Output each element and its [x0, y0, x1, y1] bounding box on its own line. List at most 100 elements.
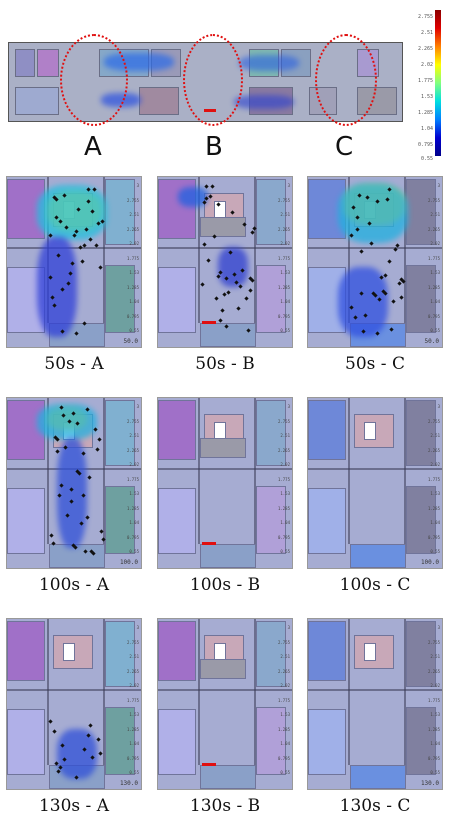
floor-room [256, 707, 286, 775]
panel-caption: 100s - B [189, 575, 261, 595]
panel-scale-tick: 3 [287, 625, 290, 630]
panel-scale-tick: 1.285 [427, 284, 440, 290]
floor-room [105, 621, 135, 687]
panel-scale-tick: 1.285 [126, 726, 139, 732]
wall [47, 619, 49, 765]
section-label-a: A [84, 132, 102, 162]
floor-room [406, 621, 436, 687]
floor-room [256, 265, 286, 333]
panel-scale-tick: 2.02 [430, 683, 440, 688]
floor-room [406, 265, 436, 333]
panel-scale-tick: 1.04 [129, 520, 139, 525]
colorbar-tick: 0.795 [417, 142, 433, 148]
evacuee-agent [98, 265, 103, 270]
panel-scale-tick: 3 [136, 404, 139, 409]
evacuee-agent [97, 437, 102, 442]
density-heat [338, 183, 408, 243]
evacuee-agent [81, 451, 86, 456]
panel-scale-tick: 2.02 [129, 241, 139, 246]
density-heat [218, 247, 248, 287]
evacuee-agent [80, 259, 85, 264]
snapshot-panel: 3 2.755 2.51 2.265 2.02 1.775 1.53 1.285 1.04 0.7… [307, 397, 443, 569]
panel-scale-tick: 1.285 [427, 726, 440, 732]
colorbar-tick: 2.265 [417, 46, 433, 52]
panel-scale-tick: 2.265 [427, 668, 440, 674]
wall [404, 398, 406, 544]
panel-scale-tick: 0.55 [430, 549, 440, 554]
panel-scale-tick: 1.04 [129, 741, 139, 746]
wall [7, 689, 141, 691]
floor-room [406, 486, 436, 554]
floor-room [200, 544, 256, 568]
panel-scale-tick: 3 [437, 404, 440, 409]
wall [158, 468, 292, 470]
panel-scale-tick: 2.755 [277, 197, 290, 203]
floor-room [158, 709, 196, 775]
floor-room [256, 179, 286, 245]
snapshot-panel: 3 2.755 2.51 2.265 2.02 1.775 1.53 1.285 1.04 0.7… [307, 618, 443, 790]
density-heat [57, 729, 97, 779]
stair-core [354, 414, 394, 448]
floor-room [158, 400, 196, 460]
panel-scale-tick: 2.755 [277, 418, 290, 424]
panel-scale-tick: 0.795 [126, 534, 139, 540]
panel-scale-tick: 2.51 [430, 654, 440, 659]
wall [198, 619, 200, 765]
panel-scale-tick: 0.55 [280, 549, 290, 554]
snapshot-panel: 3 2.755 2.51 2.265 2.02 1.775 1.53 1.285 1.04 0.7… [157, 397, 293, 569]
evacuee-agent [387, 259, 392, 264]
wall [348, 398, 350, 544]
wall [308, 468, 442, 470]
floor-room [7, 488, 45, 554]
density-heat [37, 237, 77, 337]
panel-scale-tick: 2.51 [129, 212, 139, 217]
exit-door [202, 321, 216, 324]
evacuee-agent [98, 751, 103, 756]
panel-caption: 50s - A [44, 354, 104, 374]
stair-opening [63, 643, 75, 661]
panel-scale-tick: 2.02 [280, 462, 290, 467]
evacuee-agent [226, 290, 231, 295]
panel-scale-tick: 1.53 [430, 491, 440, 496]
panel-caption: 50s - C [345, 354, 405, 374]
wall [254, 398, 256, 544]
panel-scale-tick: 0.55 [280, 770, 290, 775]
panel-scale-tick: 0.795 [126, 755, 139, 761]
panel-time-label: 50.0 [123, 338, 138, 345]
wall [254, 619, 256, 765]
panel-scale-tick: 2.51 [430, 433, 440, 438]
panel-scale-tick: 2.755 [126, 197, 139, 203]
evacuee-agent [369, 241, 374, 246]
panel-scale-tick: 1.04 [430, 741, 440, 746]
colorbar-tick: 2.51 [420, 30, 433, 36]
evacuee-agent [88, 723, 93, 728]
equipment-block [200, 217, 246, 237]
colorbar [435, 10, 441, 156]
panel-scale-tick: 1.285 [126, 505, 139, 511]
floor-room [158, 621, 196, 681]
panel-scale-tick: 1.285 [277, 284, 290, 290]
evacuee-agent [93, 427, 98, 432]
panel-scale-tick: 3 [437, 625, 440, 630]
panel-time-label: 50.0 [424, 338, 439, 345]
wall [103, 177, 105, 323]
panel-scale-tick: 2.265 [126, 226, 139, 232]
panel-scale-tick: 2.02 [280, 683, 290, 688]
evacuee-agent [210, 184, 215, 189]
evacuee-agent [359, 249, 364, 254]
evacuee-agent [52, 729, 57, 734]
floor-room [200, 765, 256, 789]
evacuee-agent [220, 308, 225, 313]
panel-scale-tick: 2.02 [430, 462, 440, 467]
panel-scale-tick: 2.265 [126, 447, 139, 453]
evacuee-agent [48, 719, 53, 724]
panel-scale-tick: 1.53 [430, 270, 440, 275]
colorbar-tick: 1.04 [420, 126, 433, 132]
evacuee-agent [85, 515, 90, 520]
exit-door [202, 542, 216, 545]
panel-scale-tick: 2.755 [126, 639, 139, 645]
overview-room [139, 87, 179, 115]
panel-caption: 130s - A [38, 796, 109, 816]
panel-scale-tick: 0.795 [277, 534, 290, 540]
equipment-block [200, 659, 246, 679]
